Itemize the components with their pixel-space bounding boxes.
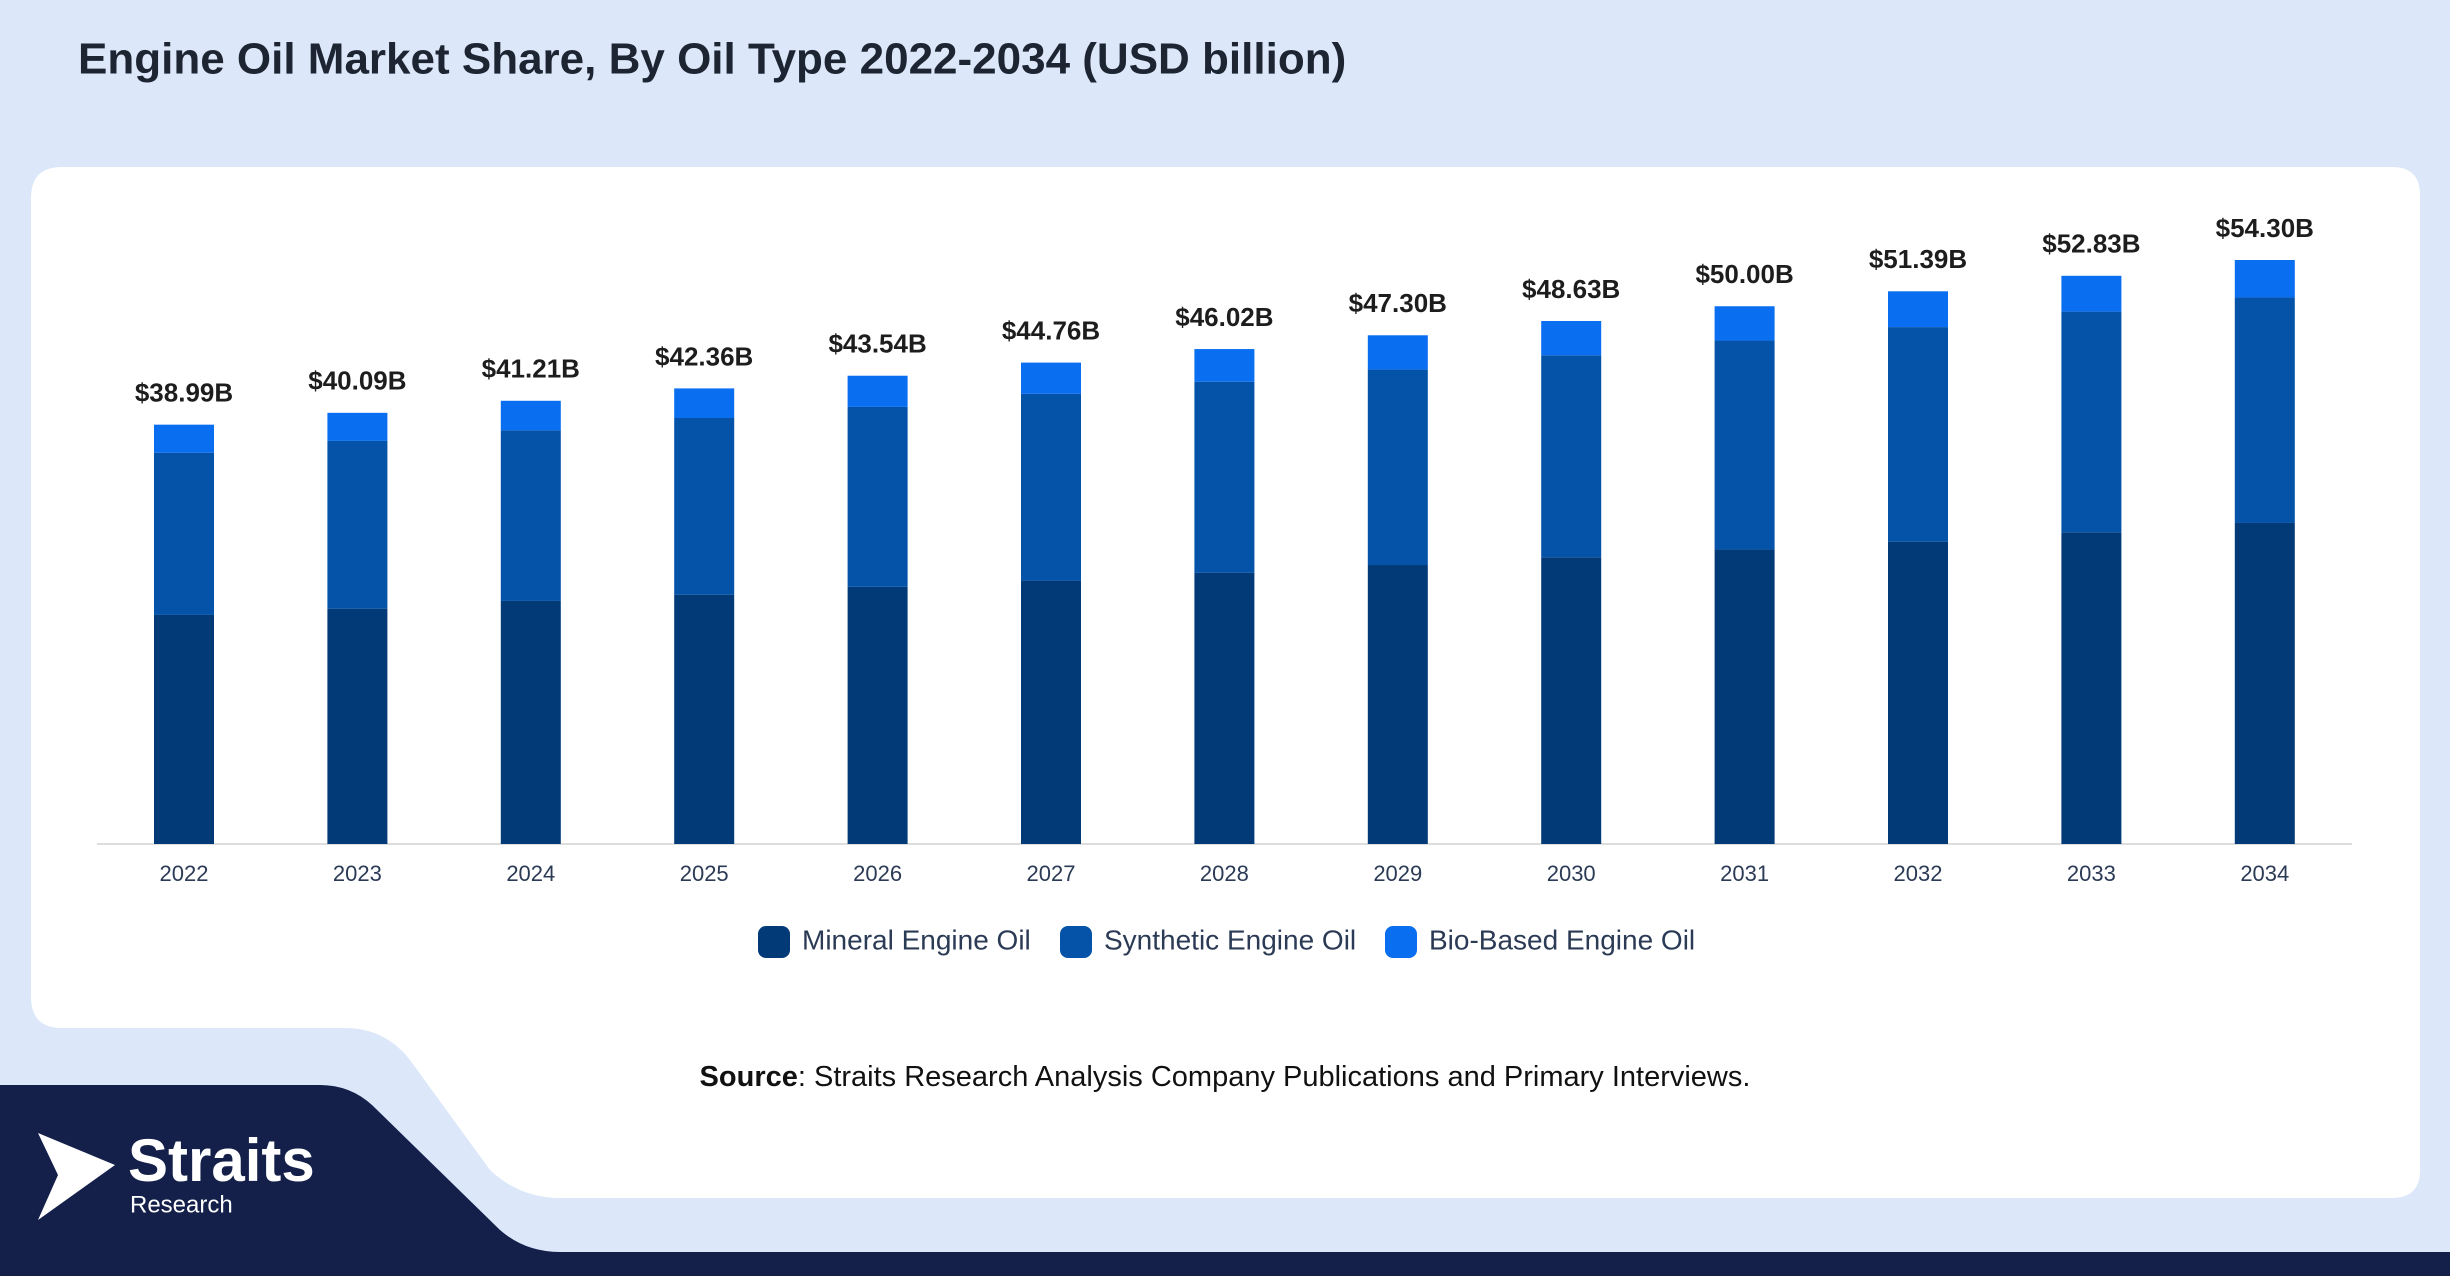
bar-segment	[1194, 381, 1255, 573]
bar-segment	[1541, 355, 1602, 558]
bar-segment	[2234, 260, 2295, 298]
bar-segment	[1367, 335, 1428, 370]
total-label: $38.99B	[135, 378, 233, 408]
bar-segment	[1021, 362, 1081, 394]
x-tick-label: 2027	[1027, 861, 1076, 886]
total-label: $46.02B	[1175, 302, 1273, 332]
x-tick-label: 2026	[853, 861, 902, 886]
legend-swatch	[1060, 926, 1092, 958]
bar-segment	[674, 594, 735, 844]
total-label: $41.21B	[482, 354, 580, 384]
x-tick-label: 2032	[1894, 861, 1943, 886]
bar-segment	[500, 400, 561, 431]
x-tick-label: 2029	[1373, 861, 1422, 886]
legend-label: Mineral Engine Oil	[802, 924, 1031, 955]
logo-sub: Research	[130, 1191, 233, 1218]
legend-swatch	[758, 926, 790, 958]
bar-segment	[1888, 541, 1948, 844]
bar-segment	[500, 600, 561, 844]
total-label: $42.36B	[655, 341, 753, 371]
bar-segment	[327, 440, 388, 609]
x-tick-label: 2022	[160, 861, 209, 886]
bar-segment	[847, 586, 908, 844]
x-tick-label: 2034	[2240, 861, 2289, 886]
total-label: $48.63B	[1522, 274, 1620, 304]
total-label: $43.54B	[828, 329, 926, 359]
bar-segment	[154, 452, 214, 615]
bar-segment	[1367, 369, 1428, 566]
bar-segment	[2234, 522, 2295, 844]
bar-segment	[1194, 349, 1255, 382]
total-label: $40.09B	[308, 366, 406, 396]
bar-segment	[1888, 291, 1948, 328]
footer-band	[0, 1085, 2450, 1276]
total-label: $52.83B	[2042, 229, 2140, 259]
total-label: $47.30B	[1349, 288, 1447, 318]
bar-segment	[500, 430, 561, 601]
x-tick-label: 2031	[1720, 861, 1769, 886]
bar-segment	[327, 412, 388, 441]
x-tick-label: 2030	[1547, 861, 1596, 886]
x-tick-label: 2025	[680, 861, 729, 886]
bar-segment	[2061, 532, 2122, 844]
bar-segment	[1714, 549, 1775, 844]
bar-segment	[847, 406, 908, 587]
source: Source: Straits Research Analysis Compan…	[700, 1061, 1751, 1093]
x-tick-label: 2033	[2067, 861, 2116, 886]
bar-segment	[2061, 275, 2122, 312]
bar-segment	[1888, 327, 1948, 542]
total-label: $50.00B	[1695, 259, 1793, 289]
bar-segment	[327, 608, 388, 844]
logo-icon	[38, 1133, 115, 1220]
legend-label: Synthetic Engine Oil	[1104, 924, 1356, 955]
x-tick-label: 2028	[1200, 861, 1249, 886]
bar-segment	[1021, 580, 1081, 844]
bar-segment	[1021, 393, 1081, 581]
legend-label: Bio-Based Engine Oil	[1429, 924, 1695, 955]
source-text: : Straits Research Analysis Company Publ…	[798, 1061, 1751, 1093]
bar-segment	[154, 614, 214, 844]
x-tick-label: 2023	[333, 861, 382, 886]
bar-segment	[847, 375, 908, 407]
bar-segment	[674, 388, 735, 418]
logo-name: Straits	[128, 1127, 315, 1194]
bar-segment	[1541, 557, 1602, 844]
bar-segment	[1714, 306, 1775, 341]
bar-segment	[154, 424, 214, 453]
legend-swatch	[1385, 926, 1417, 958]
bar-segment	[1194, 572, 1255, 844]
bar-segment	[2061, 311, 2122, 533]
bar-segment	[1541, 320, 1602, 356]
total-label: $44.76B	[1002, 315, 1100, 345]
x-tick-label: 2024	[506, 861, 555, 886]
total-label: $54.30B	[2216, 213, 2314, 243]
bar-segment	[1714, 340, 1775, 550]
bar-segment	[2234, 297, 2295, 523]
chart-title: Engine Oil Market Share, By Oil Type 202…	[78, 35, 1346, 84]
source-label: Source	[700, 1061, 798, 1093]
bar-segment	[1367, 565, 1428, 844]
bar-segment	[674, 417, 735, 595]
total-label: $51.39B	[1869, 244, 1967, 274]
